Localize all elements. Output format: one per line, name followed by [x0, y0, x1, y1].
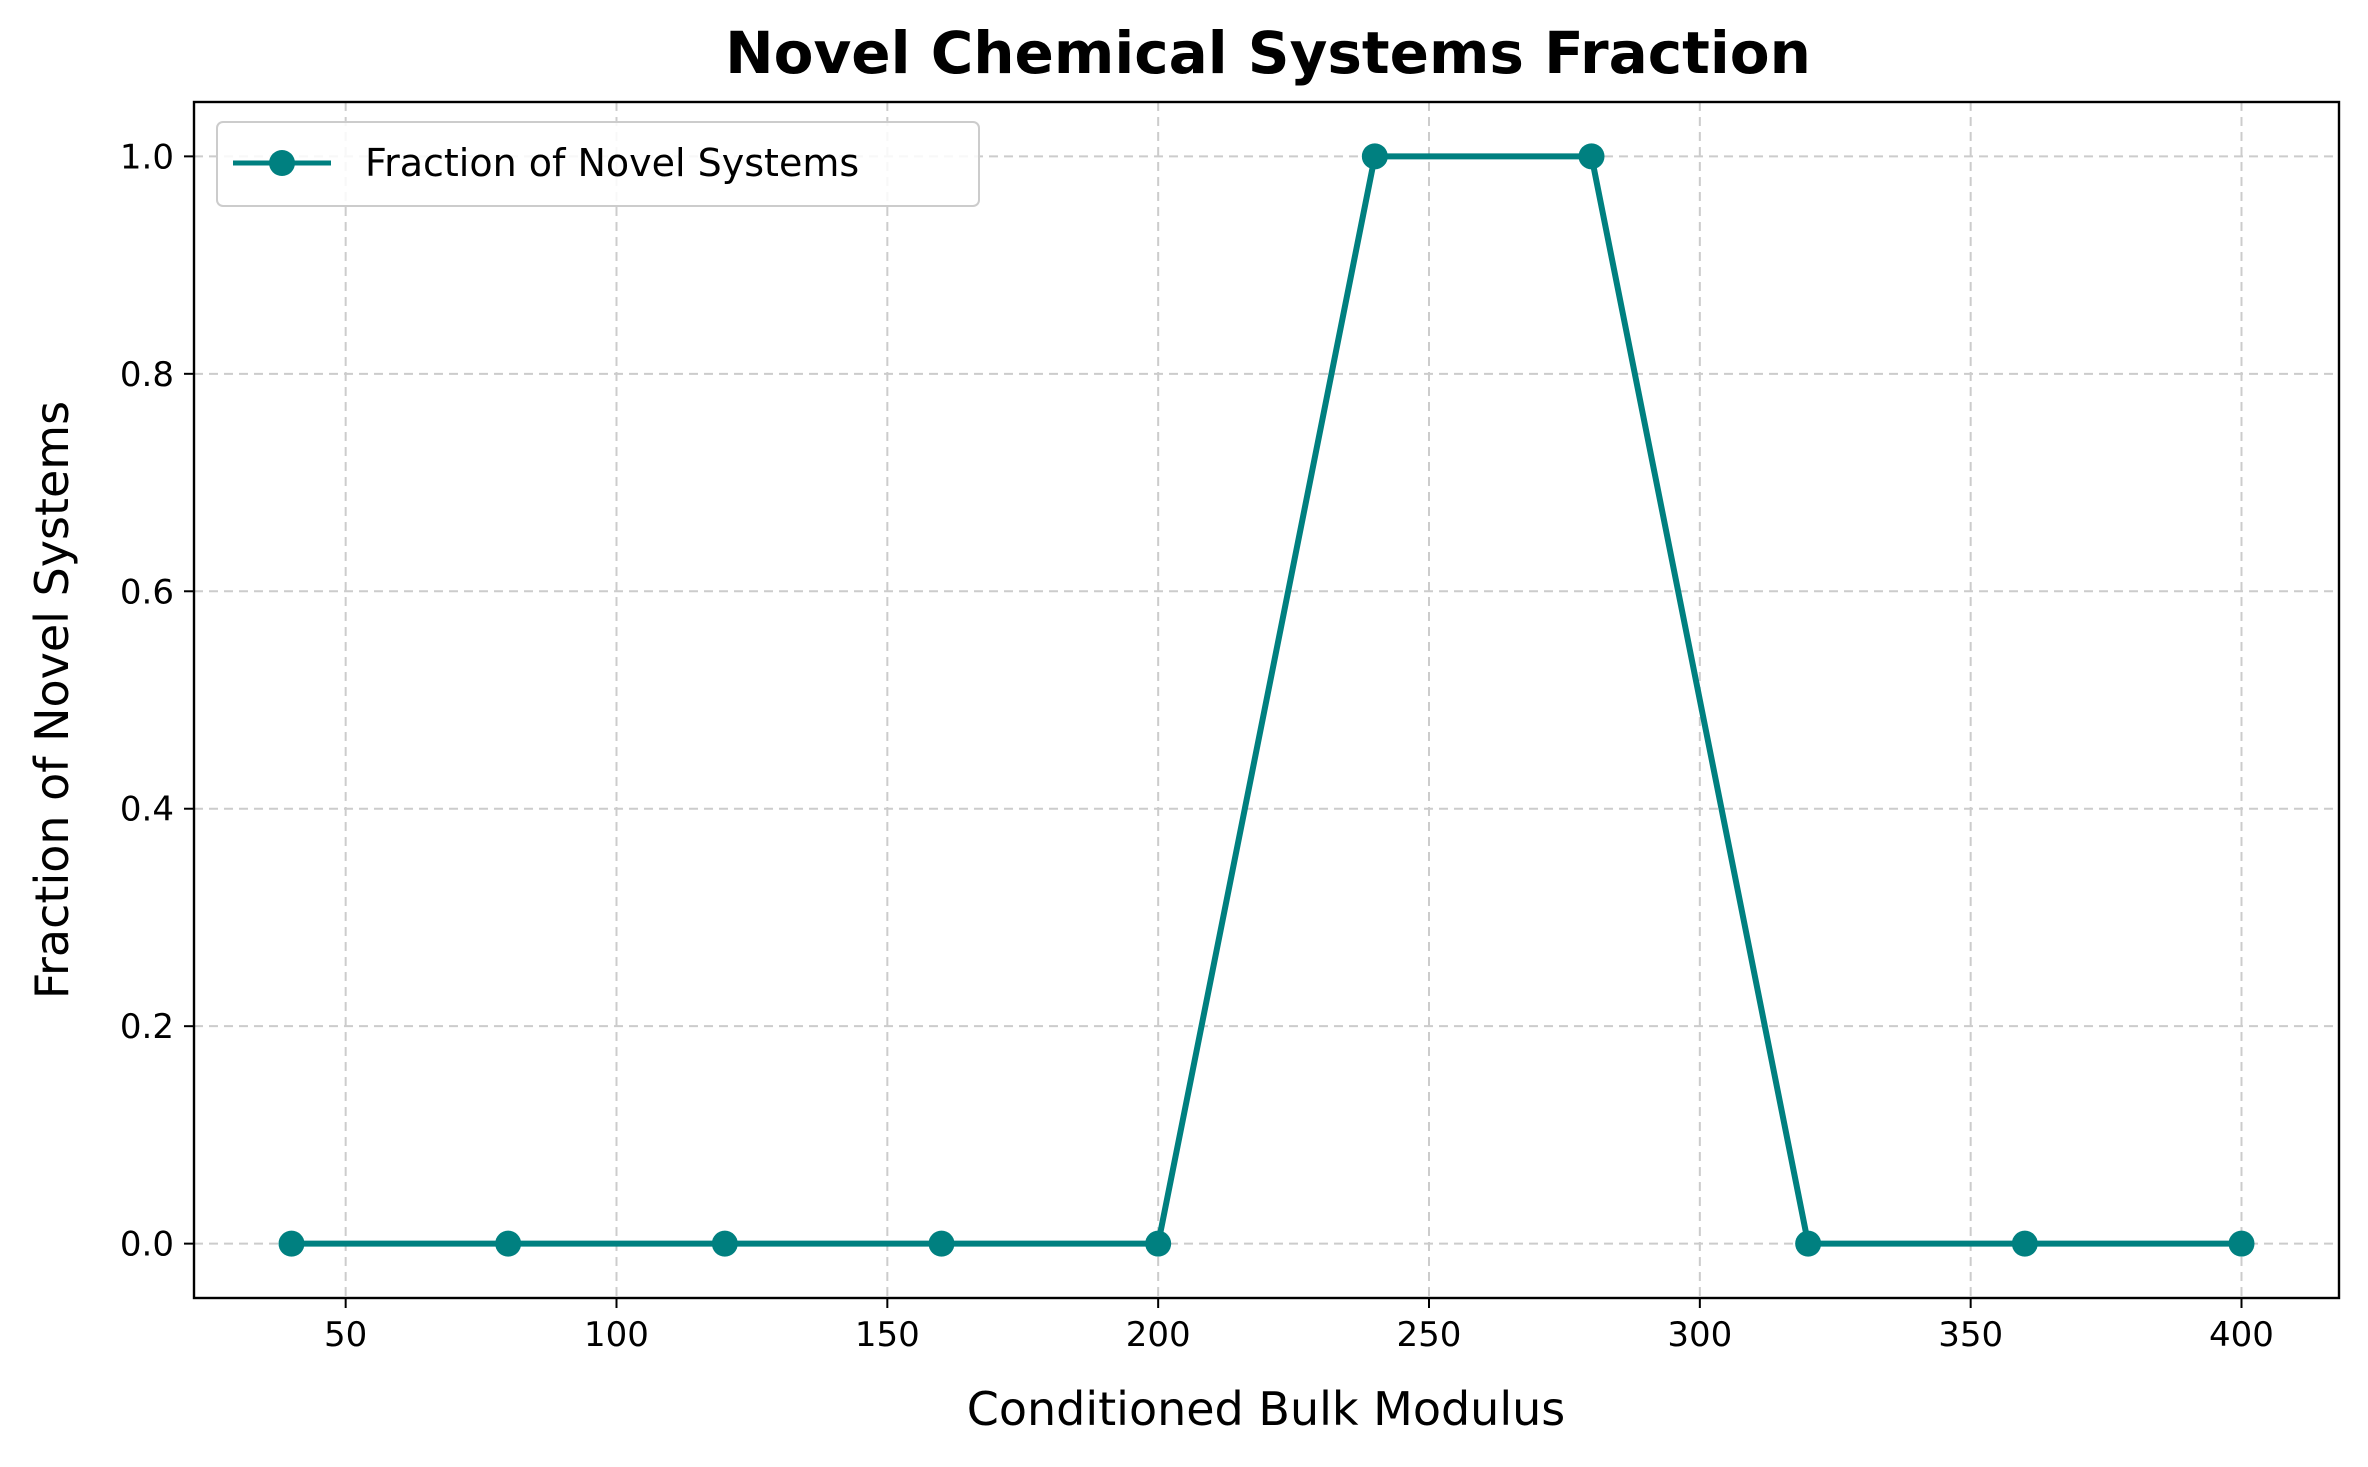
data-point — [2228, 1230, 2255, 1257]
axis-ticks: 50 100 150 200 250 300 350 400 0.0 0.2 0.4 0.6 0.8 1.… — [120, 137, 2274, 1355]
data-point — [711, 1230, 738, 1257]
x-tick-label: 50 — [324, 1315, 367, 1355]
x-tick-label: 300 — [1667, 1315, 1732, 1355]
legend: Fraction of Novel Systems — [216, 121, 980, 207]
series-line — [291, 153, 2242, 1247]
y-tick-label: 0.0 — [120, 1225, 174, 1265]
y-tick-label: 0.2 — [120, 1007, 174, 1047]
y-tick-label: 0.6 — [120, 572, 174, 612]
x-axis-label: Conditioned Bulk Modulus — [967, 1382, 1565, 1436]
x-tick-label: 400 — [2209, 1315, 2274, 1355]
data-point — [1578, 143, 1605, 170]
data-point — [495, 1230, 522, 1257]
y-tick-label: 0.8 — [120, 355, 174, 395]
chart-title: Novel Chemical Systems Fraction — [725, 19, 1811, 87]
x-tick-label: 350 — [1938, 1315, 2003, 1355]
grid — [194, 102, 2339, 1298]
y-tick-label: 1.0 — [120, 137, 174, 177]
x-tick-label: 100 — [584, 1315, 649, 1355]
data-point — [1145, 1230, 1172, 1257]
data-point — [278, 1230, 305, 1257]
series-layer — [278, 143, 2255, 1257]
legend-marker-swatch — [269, 150, 295, 176]
x-tick-label: 200 — [1126, 1315, 1191, 1355]
y-tick-label: 0.4 — [120, 790, 174, 830]
legend-box — [216, 121, 980, 207]
data-point — [2011, 1230, 2038, 1257]
legend-entry-label: Fraction of Novel Systems — [365, 141, 859, 185]
plot-frame — [192, 100, 2341, 1300]
data-point — [1361, 143, 1388, 170]
y-axis-label: Fraction of Novel Systems — [25, 401, 79, 999]
data-point — [1795, 1230, 1822, 1257]
data-point — [928, 1230, 955, 1257]
x-tick-label: 150 — [855, 1315, 920, 1355]
x-tick-label: 250 — [1397, 1315, 1462, 1355]
